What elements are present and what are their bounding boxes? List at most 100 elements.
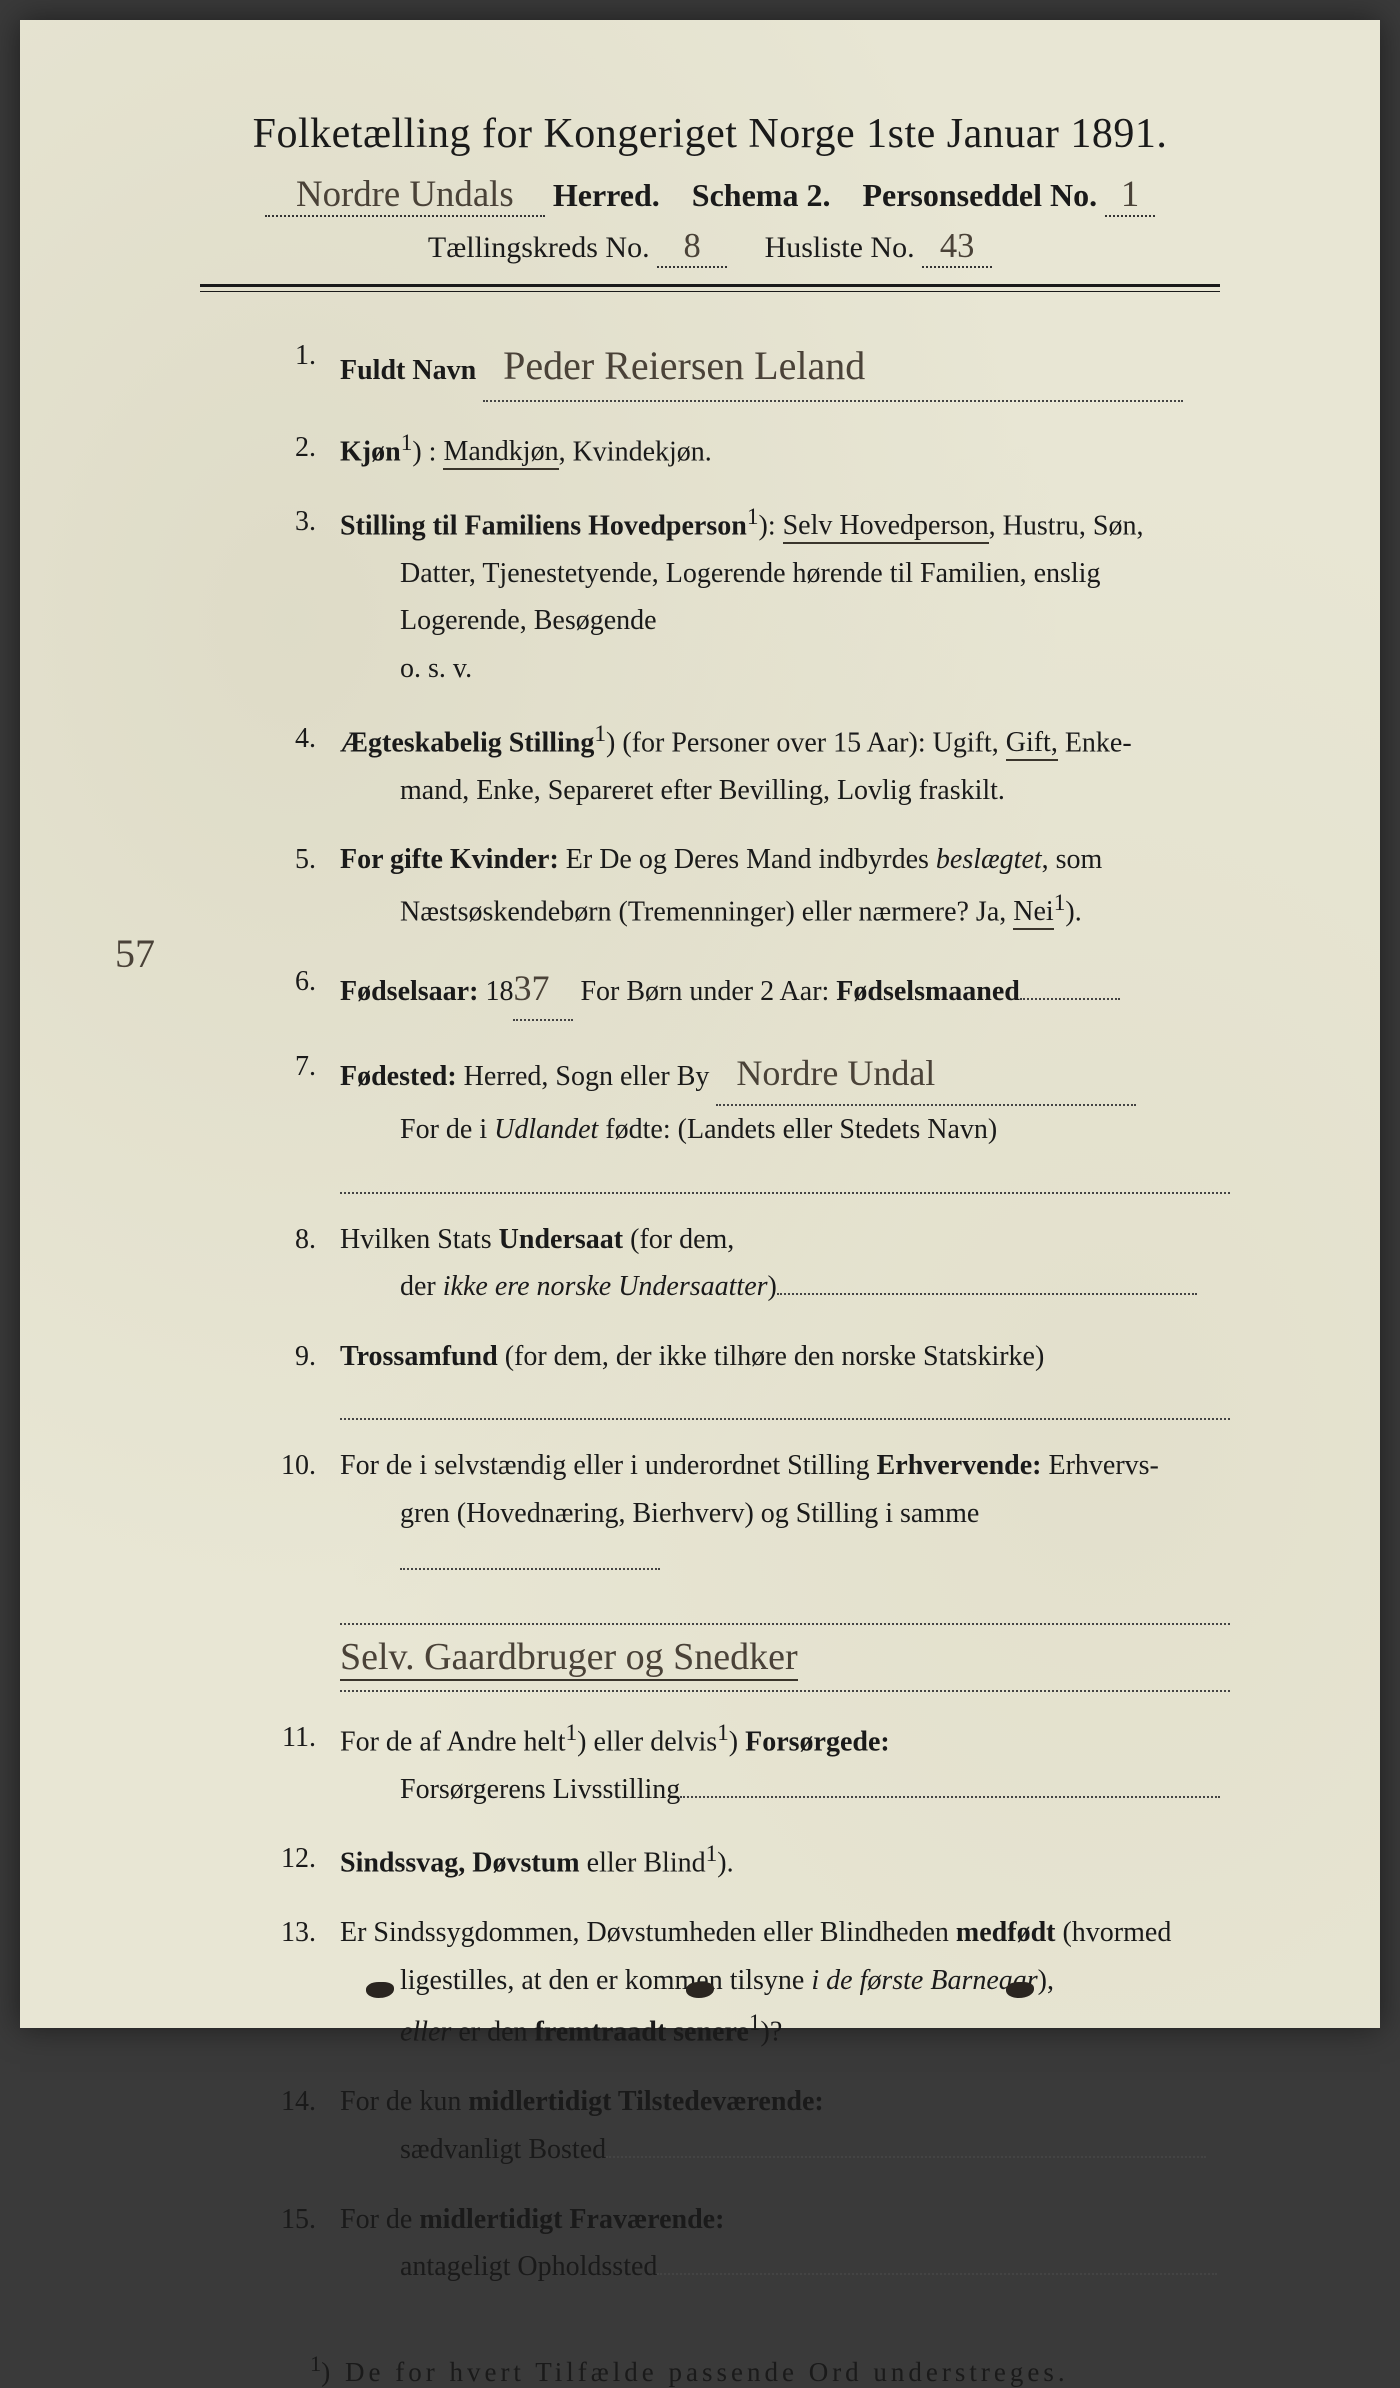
t: For de i: [400, 1114, 494, 1145]
t: (hvormed: [1055, 1917, 1171, 1948]
item-7: 7. Fødested: Herred, Sogn eller By Nordr…: [270, 1043, 1230, 1194]
item-number: 3.: [270, 498, 340, 693]
t: , Hustru, Søn,: [989, 510, 1144, 541]
t: Herred, Sogn eller By: [457, 1061, 710, 1092]
item-3: 3. Stilling til Familiens Hovedperson1):…: [270, 498, 1230, 693]
blank: [777, 1293, 1197, 1295]
herred-label: Herred.: [553, 177, 660, 213]
item-number: 10.: [270, 1442, 340, 1691]
t: er den: [451, 2017, 534, 2048]
husliste-label: Husliste No.: [765, 231, 915, 264]
header-line-3: Tællingskreds No. 8 Husliste No. 43: [160, 227, 1260, 268]
blank: [657, 2273, 1217, 2275]
sup: 1: [749, 2010, 761, 2036]
item-number: 4.: [270, 715, 340, 815]
t: For de: [340, 2204, 419, 2235]
item-10: 10. For de i selvstændig eller i underor…: [270, 1442, 1230, 1691]
t: fødte: (Landets eller Stedets Navn): [598, 1114, 997, 1145]
item-2: 2. Kjøn1) : Mandkjøn, Kvindekjøn.: [270, 424, 1230, 476]
blank-line: [340, 1388, 1230, 1420]
item-3-line4: o. s. v.: [340, 645, 1230, 693]
item-3-label: Stilling til Familiens Hovedperson: [340, 510, 747, 541]
item-1-label: Fuldt Navn: [340, 355, 476, 386]
t: ): [729, 1726, 745, 1757]
kreds-no: 8: [657, 227, 727, 268]
t: Udlandet: [494, 1114, 598, 1145]
item-number: 14.: [270, 2078, 340, 2173]
item-6-label: Fødselsaar:: [340, 976, 478, 1007]
blank: [680, 1796, 1220, 1798]
item-4-line2: mand, Enke, Separeret efter Bevilling, L…: [340, 767, 1230, 815]
item-number: 7.: [270, 1043, 340, 1194]
margin-note: 57: [115, 930, 155, 977]
blank: [400, 1568, 660, 1570]
item-2-underlined: Mandkjøn: [443, 436, 558, 470]
census-form-page: Folketælling for Kongeriget Norge 1ste J…: [20, 20, 1380, 2028]
item-number: 12.: [270, 1835, 340, 1887]
item-number: 1.: [270, 332, 340, 402]
husliste-no: 43: [922, 227, 992, 268]
footnote: 1) De for hvert Tilfælde passende Ord un…: [160, 2351, 1260, 2388]
personseddel-label: Personseddel No.: [862, 177, 1097, 213]
item-15-bold: midlertidigt Fraværende:: [419, 2204, 724, 2235]
item-8-label: Undersaat: [499, 1224, 623, 1255]
sup: 1: [401, 430, 413, 456]
blank: [1020, 998, 1120, 1000]
item-11-label: Forsørgede:: [745, 1726, 890, 1757]
herred-handwritten: Nordre Undals: [265, 172, 545, 217]
t: (for dem, der ikke tilhøre den norske St…: [498, 1341, 1045, 1372]
t: For de i selvstændig eller i underordnet…: [340, 1450, 877, 1481]
item-9: 9. Trossamfund (for dem, der ikke tilhør…: [270, 1333, 1230, 1421]
item-number: 6.: [270, 958, 340, 1021]
item-5: 5. For gifte Kvinder: Er De og Deres Man…: [270, 836, 1230, 936]
t: (for dem,: [623, 1224, 734, 1255]
item-15: 15. For de midlertidigt Fraværende: anta…: [270, 2196, 1230, 2291]
blank-line: [340, 1593, 1230, 1625]
t: eller: [400, 2017, 451, 2048]
sup: 1: [566, 1720, 578, 1746]
item-1: 1. Fuldt Navn Peder Reiersen Leland: [270, 332, 1230, 402]
t: (for Personer over 15 Aar): Ugift,: [615, 727, 1005, 758]
item-number: 8.: [270, 1216, 340, 1311]
speck-icon: [1006, 1982, 1034, 1998]
item-8: 8. Hvilken Stats Undersaat (for dem, der…: [270, 1216, 1230, 1311]
t: , som: [1042, 844, 1103, 875]
item-9-label: Trossamfund: [340, 1341, 498, 1372]
t: Er De og Deres Mand indbyrdes: [559, 844, 936, 875]
t: Er Sindssygdommen, Døvstumheden eller Bl…: [340, 1917, 956, 1948]
page-title: Folketælling for Kongeriget Norge 1ste J…: [160, 110, 1260, 158]
blank: [606, 2156, 1206, 2158]
t: :: [768, 510, 783, 541]
item-10-label: Erhvervende:: [877, 1450, 1042, 1481]
t: fremtraadt senere: [535, 2017, 749, 2048]
item-12: 12. Sindssvag, Døvstum eller Blind1).: [270, 1835, 1230, 1887]
item-1-value: Peder Reiersen Leland: [483, 332, 1183, 402]
t: Næstsøskendebørn (Tremenninger) eller næ…: [400, 896, 1013, 927]
item-11: 11. For de af Andre helt1) eller delvis1…: [270, 1714, 1230, 1814]
header-line-2: Nordre Undals Herred. Schema 2. Personse…: [160, 172, 1260, 217]
item-number: 11.: [270, 1714, 340, 1814]
item-number: 15.: [270, 2196, 340, 2291]
item-14-bold: midlertidigt Tilstedeværende:: [468, 2086, 823, 2117]
header-rule: [200, 284, 1220, 292]
item-5-label: For gifte Kvinder:: [340, 844, 559, 875]
t: 18: [485, 976, 513, 1007]
footnote-text: ) De for hvert Tilfælde passende Ord und…: [321, 2357, 1068, 2387]
paper-specks: [20, 1982, 1380, 1998]
item-3-underlined: Selv Hovedperson: [783, 510, 989, 544]
t: Hvilken Stats: [340, 1224, 499, 1255]
t: ).: [1065, 896, 1081, 927]
t: ) eller delvis: [577, 1726, 717, 1757]
item-number: 2.: [270, 424, 340, 476]
sup: 1: [1054, 890, 1066, 916]
sup: 1: [706, 1841, 718, 1867]
schema-label: Schema 2.: [692, 177, 831, 213]
item-number: 9.: [270, 1333, 340, 1421]
sup: 1: [717, 1720, 729, 1746]
item-number: 5.: [270, 836, 340, 936]
sup: 1: [747, 504, 759, 530]
t: ): [768, 1271, 777, 1302]
t: der: [400, 1271, 443, 1302]
item-12-label: Sindssvag, Døvstum: [340, 1848, 580, 1879]
blank-line: [340, 1162, 1230, 1194]
